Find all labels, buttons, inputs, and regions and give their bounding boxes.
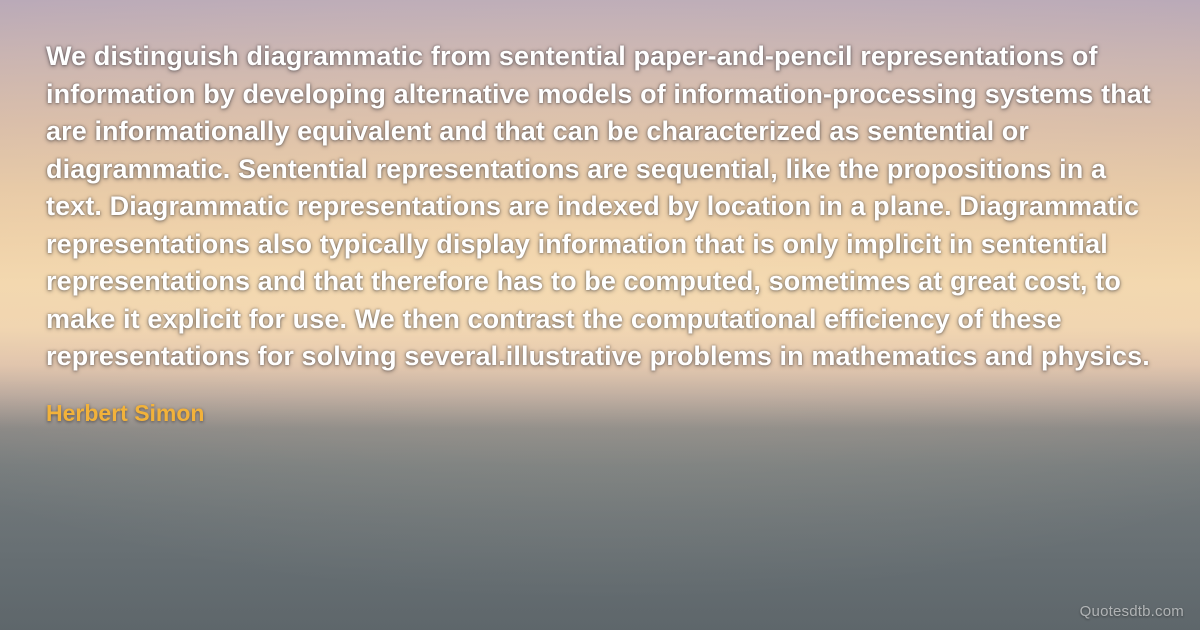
site-watermark: Quotesdtb.com — [1080, 603, 1184, 620]
quote-text: We distinguish diagrammatic from sentent… — [46, 38, 1154, 376]
quote-card: We distinguish diagrammatic from sentent… — [0, 0, 1200, 630]
quote-author: Herbert Simon — [46, 400, 1154, 427]
